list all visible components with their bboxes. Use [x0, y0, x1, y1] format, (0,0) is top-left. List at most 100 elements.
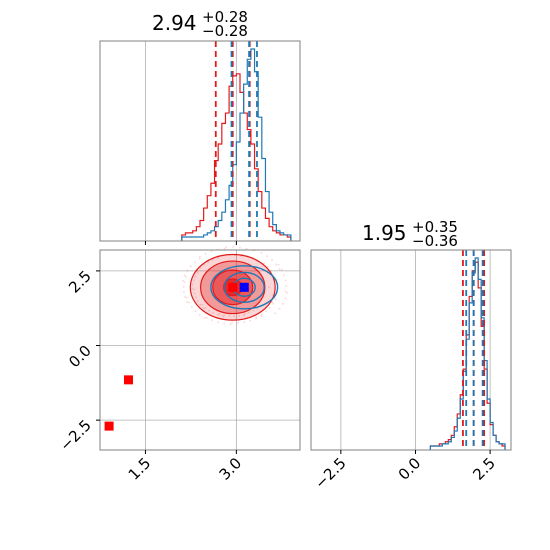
joint-scatter-point	[266, 265, 269, 268]
xhist-title-plus: +0.28	[202, 8, 248, 26]
joint-scatter-point	[238, 315, 240, 317]
joint-scatter-point	[265, 310, 267, 313]
joint-scatter-point	[199, 303, 202, 306]
joint-scatter-point	[198, 255, 201, 258]
panel-joint-contour	[96, 246, 301, 454]
joint-scatter-point	[194, 275, 197, 278]
yhist-xtick-label: 0.0	[395, 454, 425, 484]
joint-blue-contour	[223, 271, 265, 303]
joint-scatter-point	[211, 258, 214, 261]
yhist-xtick-label: −2.5	[311, 454, 349, 492]
joint-scatter-point	[272, 302, 275, 305]
joint-scatter-point	[228, 315, 231, 317]
xhist-title-minus: −0.28	[202, 22, 248, 40]
joint-scatter-point	[186, 296, 188, 299]
joint-blue-marker	[239, 282, 249, 292]
joint-scatter-point	[182, 291, 185, 293]
joint-ytick-label: −2.5	[56, 416, 94, 454]
panel-x-histogram	[99, 40, 301, 245]
joint-scatter-point	[267, 286, 270, 289]
joint-scatter-point	[191, 287, 194, 290]
joint-blue-contour	[210, 265, 279, 310]
joint-scatter-point	[198, 257, 201, 260]
joint-scatter-point	[188, 301, 190, 304]
joint-scatter-point	[280, 268, 283, 271]
joint-scatter-point	[189, 265, 192, 268]
joint-red-marker	[123, 375, 133, 385]
joint-scatter-point	[204, 306, 207, 309]
joint-scatter-point	[232, 246, 234, 248]
joint-scatter-point	[275, 263, 278, 266]
joint-scatter-point	[207, 261, 210, 263]
joint-scatter-point	[183, 280, 186, 283]
joint-scatter-point	[208, 309, 211, 312]
joint-scatter-point	[263, 262, 265, 265]
joint-scatter-point	[277, 263, 280, 266]
joint-scatter-point	[206, 316, 208, 319]
yhist-blue-series	[429, 257, 506, 450]
yhist-frame	[310, 249, 512, 451]
joint-scatter-point	[260, 315, 263, 318]
joint-scatter-point	[216, 313, 219, 316]
joint-scatter-point	[196, 271, 199, 274]
joint-scatter-point	[275, 298, 277, 301]
joint-scatter-point	[193, 292, 196, 295]
joint-scatter-point	[274, 312, 277, 315]
joint-scatter-point	[255, 317, 257, 320]
joint-scatter-point	[182, 279, 184, 282]
joint-scatter-point	[283, 274, 286, 276]
joint-scatter-point	[284, 279, 287, 282]
joint-scatter-point	[245, 247, 248, 250]
joint-scatter-point	[260, 251, 263, 254]
joint-ytick-label: 0.0	[65, 342, 95, 372]
joint-scatter-point	[239, 246, 241, 249]
joint-scatter-point	[223, 247, 226, 250]
joint-scatter-point	[286, 292, 289, 294]
joint-scatter-point	[255, 316, 258, 318]
joint-scatter-point	[198, 313, 201, 316]
joint-scatter-point	[233, 315, 235, 318]
joint-scatter-point	[216, 257, 219, 260]
joint-scatter-point	[183, 274, 186, 277]
joint-scatter-point	[182, 286, 185, 288]
joint-scatter-point	[229, 323, 232, 326]
joint-scatter-point	[203, 317, 206, 320]
joint-scatter-point	[194, 296, 197, 299]
joint-scatter-point	[223, 314, 226, 317]
yhist-title-plus: +0.35	[412, 218, 458, 236]
joint-scatter-point	[221, 315, 224, 318]
joint-xtick-label: 1.5	[125, 454, 155, 484]
joint-red-marker	[104, 421, 114, 431]
joint-scatter-point	[266, 255, 268, 258]
joint-scatter-point	[194, 310, 197, 313]
joint-scatter-point	[196, 300, 199, 303]
yhist-title-minus: −0.36	[412, 232, 458, 250]
joint-scatter-point	[218, 313, 221, 315]
joint-scatter-point	[185, 276, 187, 278]
xhist-title: 2.94	[152, 11, 197, 35]
joint-scatter-point	[271, 301, 274, 304]
joint-scatter-point	[260, 313, 263, 316]
joint-scatter-point	[185, 301, 188, 303]
joint-scatter-point	[237, 321, 240, 324]
yhist-title-main: 1.95	[362, 221, 407, 245]
joint-scatter-point	[211, 319, 214, 322]
xhist-blue-series	[181, 48, 292, 241]
joint-scatter-point	[284, 290, 287, 293]
joint-scatter-point	[278, 307, 281, 310]
joint-scatter-point	[192, 279, 195, 282]
panel-y-histogram	[310, 249, 512, 454]
joint-scatter-point	[217, 321, 220, 324]
joint-scatter-point	[223, 322, 226, 325]
xhist-red-series	[181, 73, 292, 241]
joint-scatter-point	[191, 283, 194, 286]
joint-scatter-point	[186, 269, 189, 272]
joint-scatter-point	[271, 259, 273, 261]
joint-scatter-point	[202, 307, 205, 309]
xhist-title-main: 2.94	[152, 11, 197, 35]
joint-scatter-point	[210, 250, 213, 253]
joint-scatter-point	[194, 261, 196, 264]
joint-scatter-point	[201, 303, 204, 306]
joint-scatter-point	[243, 321, 246, 323]
